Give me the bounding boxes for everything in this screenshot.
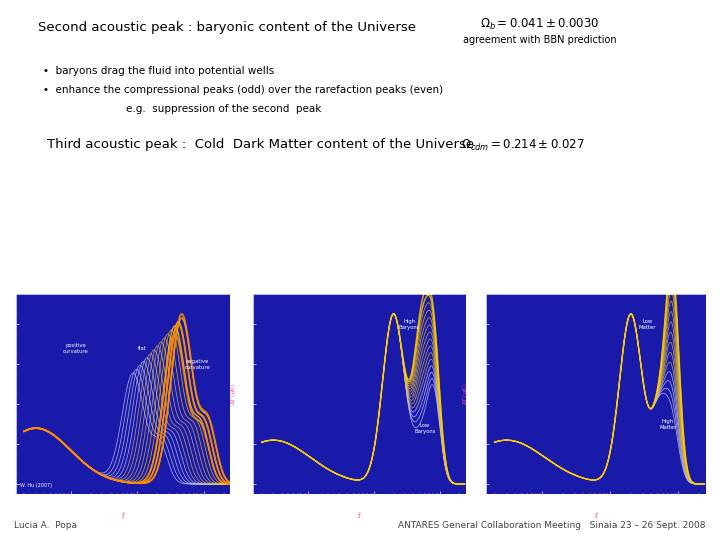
Text: •  baryons drag the fluid into potential wells: • baryons drag the fluid into potential …	[43, 66, 274, 76]
Text: Third acoustic peak :  Cold  Dark Matter content of the Universe: Third acoustic peak : Cold Dark Matter c…	[47, 138, 474, 151]
Y-axis label: $\Delta T$ ($\mu$K): $\Delta T$ ($\mu$K)	[229, 383, 238, 405]
Text: e.g.  suppression of the second  peak: e.g. suppression of the second peak	[126, 104, 321, 114]
Text: Low
Baryons: Low Baryons	[414, 423, 436, 434]
Text: High
Baryons: High Baryons	[399, 319, 420, 329]
Text: $\Omega_{cdm} = 0.214 \pm 0.027$: $\Omega_{cdm} = 0.214 \pm 0.027$	[461, 138, 585, 153]
Text: W. Hu (2007): W. Hu (2007)	[20, 483, 52, 488]
Text: Second acoustic peak : baryonic content of the Universe: Second acoustic peak : baryonic content …	[38, 21, 416, 33]
Text: •  enhance the compressional peaks (odd) over the rarefaction peaks (even): • enhance the compressional peaks (odd) …	[43, 85, 444, 95]
Text: flat: flat	[138, 346, 147, 351]
Text: positive
curvature: positive curvature	[63, 343, 89, 354]
Y-axis label: $\Delta T$ ($\mu$K): $\Delta T$ ($\mu$K)	[462, 383, 470, 405]
Text: agreement with BBN prediction: agreement with BBN prediction	[463, 35, 617, 45]
Text: $\ell$: $\ell$	[357, 510, 362, 520]
Text: $\Omega_b = 0.041 \pm 0.0030$: $\Omega_b = 0.041 \pm 0.0030$	[480, 17, 600, 32]
Text: Lucia A.  Popa: Lucia A. Popa	[14, 521, 78, 530]
Text: ANTARES General Collaboration Meeting   Sinaia 23 – 26 Sept. 2008: ANTARES General Collaboration Meeting Si…	[398, 521, 706, 530]
Text: $\ell$: $\ell$	[593, 510, 598, 520]
Text: $\ell$: $\ell$	[121, 510, 125, 520]
Text: negative
curvature: negative curvature	[184, 359, 210, 369]
Text: High
Matter: High Matter	[660, 419, 677, 430]
Text: Low
Matter: Low Matter	[639, 319, 656, 329]
